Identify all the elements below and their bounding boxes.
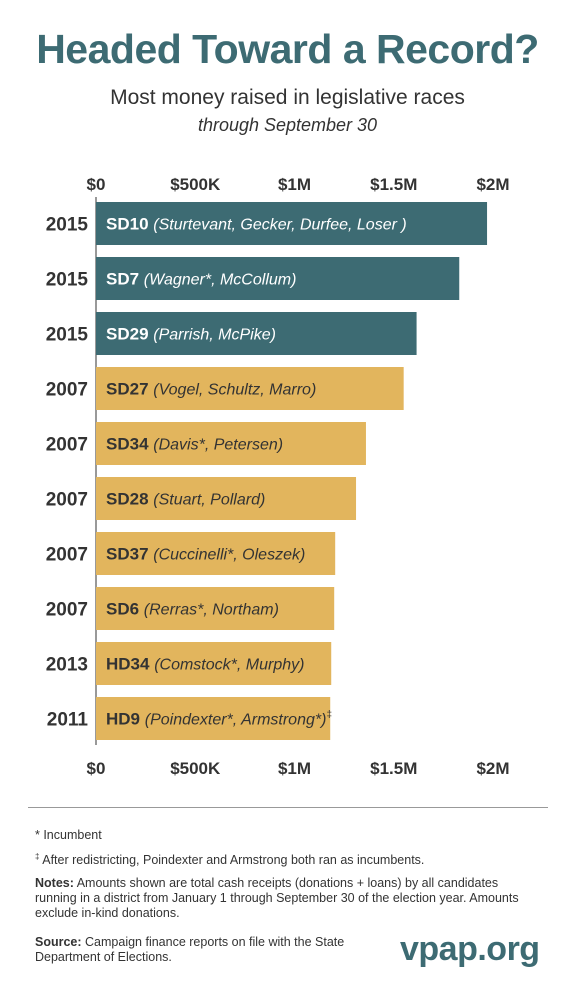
candidates-label: (Rerras*, Northam)	[144, 602, 279, 619]
candidates-label: (Wagner*, McCollum)	[144, 272, 297, 289]
bar-label: SD10 (Sturtevant, Gecker, Durfee, Loser …	[106, 215, 407, 234]
x-tick-label-bottom: $500K	[170, 759, 221, 778]
x-tick-label-bottom: $1.5M	[370, 759, 417, 778]
bar-label: HD9 (Poindexter*, Armstrong*)‡	[106, 710, 332, 729]
district-label: SD37	[106, 545, 153, 564]
candidates-label: (Stuart, Pollard)	[153, 492, 265, 509]
bar-sd6	[96, 587, 335, 630]
x-tick-label-bottom: $0	[87, 759, 106, 778]
bar-label: SD27 (Vogel, Schultz, Marro)	[106, 380, 316, 399]
footnote-incumbent: * Incumbent	[35, 828, 102, 842]
year-label: 2007	[46, 600, 88, 621]
bar-label: SD6 (Rerras*, Northam)	[106, 600, 279, 619]
chart-title: Headed Toward a Record?	[36, 26, 539, 72]
district-label: SD10	[106, 215, 153, 234]
year-label: 2015	[46, 270, 89, 291]
footnote-redistricting: ‡ After redistricting, Poindexter and Ar…	[35, 849, 424, 868]
bar-hd34	[96, 642, 332, 685]
chart-subtitle: Most money raised in legislative races	[110, 86, 465, 109]
district-label: SD7	[106, 270, 144, 289]
bar-sd29	[96, 312, 417, 355]
candidates-label: (Parrish, McPike)	[153, 327, 276, 344]
x-tick-label-bottom: $2M	[476, 759, 509, 778]
year-label: 2007	[46, 435, 88, 456]
candidates-label: (Poindexter*, Armstrong*)	[145, 712, 327, 729]
footnote-dagger-text: After redistricting, Poindexter and Arms…	[42, 853, 425, 868]
year-label: 2015	[46, 215, 89, 236]
x-tick-label-top: $1M	[278, 175, 311, 194]
bar-sd28	[96, 477, 357, 520]
candidates-label: (Comstock*, Murphy)	[154, 657, 304, 674]
bar-sd7	[96, 257, 460, 300]
year-label: 2013	[46, 655, 88, 676]
x-tick-label-top: $1.5M	[370, 175, 417, 194]
dagger-marker: ‡	[326, 710, 332, 721]
x-tick-label-top: $2M	[476, 175, 509, 194]
source: Source: Campaign finance reports on file…	[35, 935, 365, 965]
bar-hd9	[96, 697, 331, 740]
source-label: Source:	[35, 935, 82, 949]
district-label: HD9	[106, 710, 145, 729]
bar-label: SD29 (Parrish, McPike)	[106, 325, 276, 344]
year-label: 2011	[47, 710, 89, 731]
district-label: SD6	[106, 600, 144, 619]
notes-text: Amounts shown are total cash receipts (d…	[35, 876, 519, 920]
year-label: 2007	[46, 545, 88, 566]
year-label: 2007	[46, 380, 88, 401]
bar-label: SD28 (Stuart, Pollard)	[106, 490, 265, 509]
candidates-label: (Davis*, Petersen)	[153, 437, 283, 454]
bar-label: HD34 (Comstock*, Murphy)	[106, 655, 304, 674]
vpap-logo: vpap.org	[400, 930, 540, 968]
notes: Notes: Amounts shown are total cash rece…	[35, 876, 535, 921]
x-tick-label-top: $500K	[170, 175, 221, 194]
bar-label: SD7 (Wagner*, McCollum)	[106, 270, 296, 289]
candidates-label: (Vogel, Schultz, Marro)	[153, 382, 316, 399]
bar-chart: $0 $0 $500K $500K $1M $1M $1.5M $1.5M $2M $2M 2015…	[46, 175, 510, 778]
district-label: HD34	[106, 655, 154, 674]
footnote-dagger-symbol: ‡	[35, 852, 40, 861]
district-label: SD29	[106, 325, 153, 344]
bar-sd27	[96, 367, 404, 410]
candidates-label: (Cuccinelli*, Oleszek)	[153, 547, 305, 564]
district-label: SD27	[106, 380, 153, 399]
year-label: 2015	[46, 325, 89, 346]
chart-subtitle-date: through September 30	[197, 115, 378, 135]
bar-sd37	[96, 532, 336, 575]
bar-label: SD37 (Cuccinelli*, Oleszek)	[106, 545, 305, 564]
bar-sd34	[96, 422, 366, 465]
x-tick-label-bottom: $1M	[278, 759, 311, 778]
district-label: SD34	[106, 435, 153, 454]
candidates-label: (Sturtevant, Gecker, Durfee, Loser )	[153, 217, 406, 234]
x-tick-label-top: $0	[87, 175, 106, 194]
bar-label: SD34 (Davis*, Petersen)	[106, 435, 283, 454]
source-text: Campaign finance reports on file with th…	[35, 935, 345, 964]
district-label: SD28	[106, 490, 153, 509]
footer-divider	[28, 807, 548, 808]
bar-sd10	[96, 202, 488, 245]
notes-label: Notes:	[35, 876, 74, 890]
year-label: 2007	[46, 490, 88, 511]
